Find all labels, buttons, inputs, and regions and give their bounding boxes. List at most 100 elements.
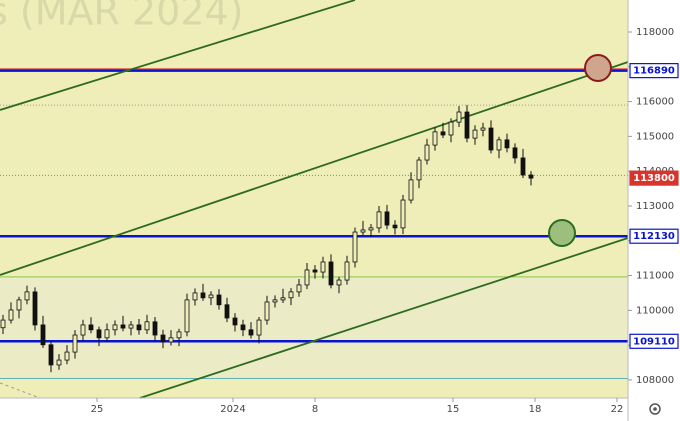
candle-body [32,291,38,326]
candle-body [352,231,358,263]
candle-body [384,211,390,226]
candle-body [448,121,454,136]
candle-body [64,351,70,361]
candle-body [56,359,62,366]
price-tag-label: 109110 [633,336,675,347]
candle-body [320,261,326,273]
candle-body [104,329,110,339]
axes: 1080001090001100001110001120001130001140… [91,27,679,415]
price-tag-label: 112130 [633,231,675,242]
candle-body [88,324,94,331]
candle-body [288,291,294,299]
candle-body [480,127,486,131]
candle-body [264,301,270,321]
candle-body [304,269,310,286]
candle-body [392,224,398,229]
candle-body [376,211,382,229]
y-tick-label: 118000 [636,27,674,38]
y-tick-label: 110000 [636,305,674,316]
y-tick-label: 115000 [636,131,674,142]
marker-circle [548,219,576,247]
price-tag [629,170,679,186]
candle-body [72,334,78,353]
candle-body [152,321,158,336]
candle-body [224,304,230,319]
candle-body [512,147,518,159]
candle-body [296,284,302,293]
candle-body [16,299,22,311]
trend-line [0,0,356,111]
candle-body [496,139,502,151]
candle-body [408,179,414,201]
price-tag [629,333,679,349]
price-tag-label: 116890 [633,66,675,77]
candle-body [344,261,350,281]
plot-band [0,277,628,378]
candle-body [208,294,214,299]
candle-body [360,229,366,233]
candles [0,105,534,373]
candle-body [272,299,278,303]
candle-body [168,337,174,343]
trend-line [0,61,629,276]
candle-body [216,294,222,306]
candle-body [424,144,430,161]
candle-body [312,269,318,273]
candle-body [400,199,406,229]
candle-body [40,324,46,346]
candle-body [520,157,526,176]
trend-line [139,237,629,399]
candle-body [432,131,438,146]
candle-body [48,344,54,366]
candle-body [112,324,118,331]
candle-body [144,321,150,331]
x-tick-label: 8 [312,404,318,415]
candle-body [472,129,478,139]
y-tick-label: 113000 [636,201,674,212]
candle-body [192,292,198,301]
x-tick-label: 22 [611,404,624,415]
candle-body [336,279,342,286]
settings-gear-center[interactable] [653,407,657,411]
candle-body [280,297,286,301]
candle-body [176,331,182,339]
settings-icon[interactable] [649,403,661,415]
y-tick-label: 111000 [636,271,674,282]
candle-body [368,227,374,231]
candle-body [160,334,166,343]
x-tick-label: 2024 [220,404,245,415]
candle-body [232,317,238,326]
dashed-line [0,382,41,399]
candle-body [464,111,470,139]
candle-body [488,127,494,151]
candle-body [136,324,142,331]
settings-gear[interactable] [649,403,661,415]
candle-body [416,159,422,181]
y-tick-label: 108000 [636,375,674,386]
price-tag [629,63,679,79]
candle-body [120,324,126,329]
candle-body [96,329,102,339]
x-axis-area [0,398,628,421]
candle-body [256,319,262,336]
candle-body [456,111,462,123]
marker-circle [584,54,612,82]
watermark: s (MAR 2024) [0,0,244,34]
x-tick-label: 18 [529,404,542,415]
candle-body [8,309,14,321]
y-tick-label: 116000 [636,97,674,108]
candle-body [24,291,30,301]
candle-body [328,261,334,286]
candle-body [0,319,6,329]
x-tick-label: 25 [91,404,104,415]
candle-body [504,139,510,149]
candle-body [200,292,206,299]
candle-body [184,299,190,333]
candle-body [128,324,134,329]
candle-body [80,324,86,336]
candle-body [248,329,254,336]
candle-body [240,324,246,331]
candle-body [440,131,446,136]
x-tick-label: 15 [447,404,460,415]
